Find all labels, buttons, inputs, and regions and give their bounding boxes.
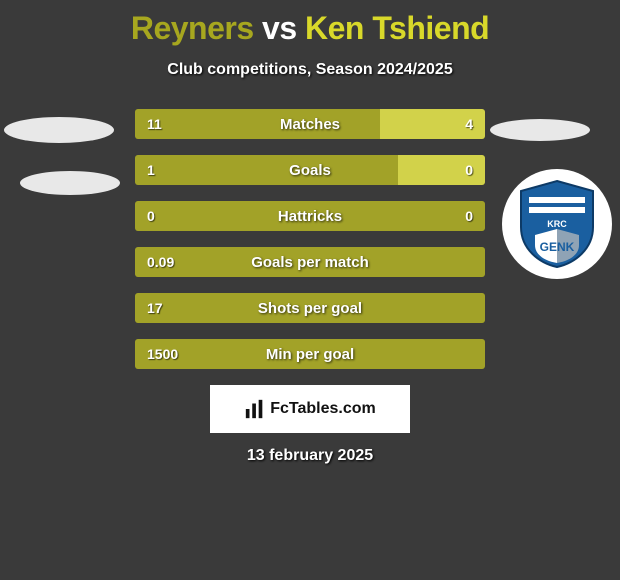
chart-icon xyxy=(244,398,266,420)
title-right-player: Ken Tshiend xyxy=(305,10,489,46)
brand-badge[interactable]: FcTables.com xyxy=(210,385,410,433)
club-badge: KRC GENK xyxy=(502,169,612,279)
page: Reyners vs Ken Tshiend Club competitions… xyxy=(0,0,620,580)
title-left-player: Reyners xyxy=(131,10,254,46)
stat-right-value: 4 xyxy=(380,109,485,139)
stat-bar-min-per-goal: 1500 Min per goal xyxy=(135,339,485,369)
stat-left-value: 1 xyxy=(135,155,398,185)
stat-bar-goals: 1 0 Goals xyxy=(135,155,485,185)
subtitle: Club competitions, Season 2024/2025 xyxy=(0,61,620,79)
stat-left-value: 11 xyxy=(135,109,380,139)
player-left-avatar-placeholder-2 xyxy=(20,171,120,195)
date-text: 13 february 2025 xyxy=(135,447,485,465)
stat-bar-shots-per-goal: 17 Shots per goal xyxy=(135,293,485,323)
page-title: Reyners vs Ken Tshiend xyxy=(0,0,620,47)
stat-left-value: 17 xyxy=(135,293,485,323)
stat-left-value: 1500 xyxy=(135,339,485,369)
stats-bars: 11 4 Matches 1 0 Goals 0 0 Hattricks 0.0… xyxy=(135,109,485,465)
club-badge-icon: KRC GENK xyxy=(517,179,597,269)
stat-bar-hattricks: 0 0 Hattricks xyxy=(135,201,485,231)
svg-text:KRC: KRC xyxy=(547,219,567,229)
player-right-avatar-placeholder xyxy=(490,119,590,141)
svg-text:GENK: GENK xyxy=(540,240,575,254)
stat-bar-goals-per-match: 0.09 Goals per match xyxy=(135,247,485,277)
title-vs: vs xyxy=(254,10,305,46)
stat-right-value: 0 xyxy=(398,155,486,185)
player-left-avatar-placeholder-1 xyxy=(4,117,114,143)
stat-right-value: 0 xyxy=(465,208,473,224)
stat-left-full: 0 0 xyxy=(135,201,485,231)
stat-bar-matches: 11 4 Matches xyxy=(135,109,485,139)
stat-left-value: 0 xyxy=(147,208,155,224)
brand-text: FcTables.com xyxy=(270,400,376,418)
stat-left-value: 0.09 xyxy=(135,247,485,277)
